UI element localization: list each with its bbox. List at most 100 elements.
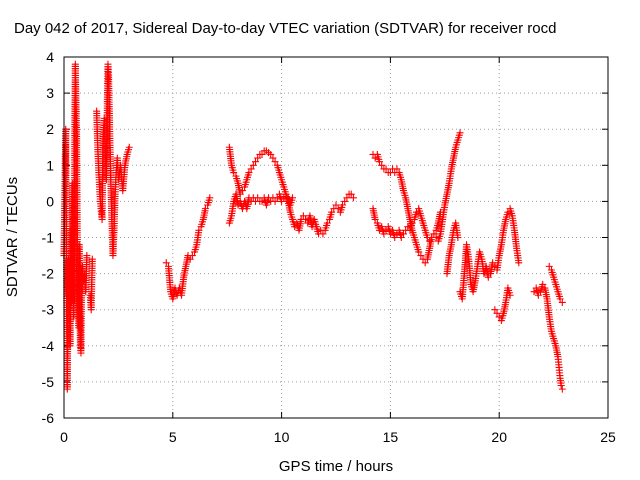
y-tick-label: 2: [46, 121, 54, 137]
data-point: [404, 223, 412, 231]
data-point: [386, 230, 394, 238]
y-tick-label: -3: [42, 302, 55, 318]
data-point: [247, 165, 255, 173]
x-axis-label: GPS time / hours: [279, 458, 393, 475]
data-point: [83, 252, 91, 260]
data-point: [493, 309, 501, 317]
data-point: [288, 194, 296, 202]
data-point: [557, 382, 565, 390]
x-tick-label: 10: [274, 429, 290, 445]
data-point: [399, 230, 407, 238]
y-tick-label: -5: [42, 374, 55, 390]
data-point: [397, 234, 405, 241]
data-point: [380, 230, 388, 238]
data-point: [491, 306, 499, 314]
data-point: [436, 208, 444, 216]
y-tick-label: 3: [46, 85, 54, 101]
data-point: [195, 226, 203, 234]
data-point: [238, 187, 246, 195]
data-point: [186, 255, 194, 263]
data-point: [506, 291, 514, 299]
data-point: [271, 197, 279, 205]
data-point: [269, 154, 277, 162]
data-point: [230, 169, 238, 177]
data-point: [236, 190, 244, 198]
data-point: [188, 252, 196, 260]
data-point: [376, 226, 384, 234]
y-tick-label: -6: [42, 410, 55, 426]
data-point: [302, 215, 310, 223]
data-point: [413, 208, 421, 216]
plot-frame: [63, 56, 609, 419]
data-point: [278, 197, 286, 205]
data-point: [251, 158, 259, 166]
data-point: [328, 208, 336, 216]
data-point: [421, 259, 429, 267]
data-point: [539, 280, 547, 288]
data-point: [332, 201, 340, 209]
data-point: [391, 234, 399, 241]
data-point: [162, 259, 170, 267]
data-point: [515, 259, 523, 267]
data-point: [299, 212, 307, 220]
data-point: [258, 197, 266, 205]
data-point: [343, 194, 351, 202]
data-point: [417, 252, 425, 260]
grid-lines: [64, 57, 608, 418]
data-point: [245, 169, 253, 177]
data-point: [393, 230, 401, 238]
data-point: [125, 143, 133, 151]
data-point: [254, 194, 262, 202]
data-point: [454, 234, 462, 241]
data-point: [382, 226, 390, 234]
data-point: [382, 165, 390, 173]
data-point: [428, 234, 436, 241]
data-point: [206, 194, 214, 202]
data-point: [534, 291, 542, 299]
x-tick-label: 15: [383, 429, 399, 445]
data-point: [415, 248, 423, 256]
x-tick-label: 0: [60, 429, 68, 445]
y-tick-label: 0: [46, 193, 54, 209]
data-point: [545, 262, 553, 270]
data-point: [495, 313, 503, 321]
x-tick-label: 25: [600, 429, 616, 445]
data-point: [393, 165, 401, 173]
data-point: [376, 158, 384, 166]
chart-title: Day 042 of 2017, Sidereal Day-to-day VTE…: [14, 20, 556, 37]
data-point: [456, 129, 464, 137]
data-point: [271, 158, 279, 166]
y-tick-label: 1: [46, 157, 54, 173]
data-point: [319, 230, 327, 238]
y-tick-label: -4: [42, 338, 55, 354]
data-point: [558, 385, 566, 393]
data-point: [378, 161, 386, 169]
data-point: [201, 205, 209, 213]
y-axis-label: SDTVAR / TECUs: [4, 177, 21, 297]
y-tick-label: 4: [46, 49, 54, 65]
data-point: [234, 201, 242, 209]
y-tick-label: -1: [42, 230, 55, 246]
data-point: [88, 255, 96, 263]
data-point: [430, 230, 438, 238]
tick-labels: 0 5 10 15 20 25 -6 -5 -4 -3 -2 -1 0 1 2 3 4: [42, 49, 616, 445]
data-point: [371, 154, 379, 162]
data-point: [504, 208, 512, 216]
data-point: [347, 190, 355, 198]
data-point: [556, 295, 564, 303]
data-point: [408, 219, 416, 227]
data-point: [349, 194, 357, 202]
data-point: [291, 223, 299, 231]
data-points: [60, 60, 566, 393]
data-point: [426, 237, 434, 245]
y-tick-label: -2: [42, 266, 55, 282]
data-point: [530, 288, 538, 296]
data-point: [323, 219, 331, 227]
x-tick-label: 5: [169, 429, 177, 445]
data-point: [371, 215, 379, 223]
x-tick-label: 20: [491, 429, 507, 445]
data-point: [267, 150, 275, 158]
data-point: [273, 194, 281, 202]
